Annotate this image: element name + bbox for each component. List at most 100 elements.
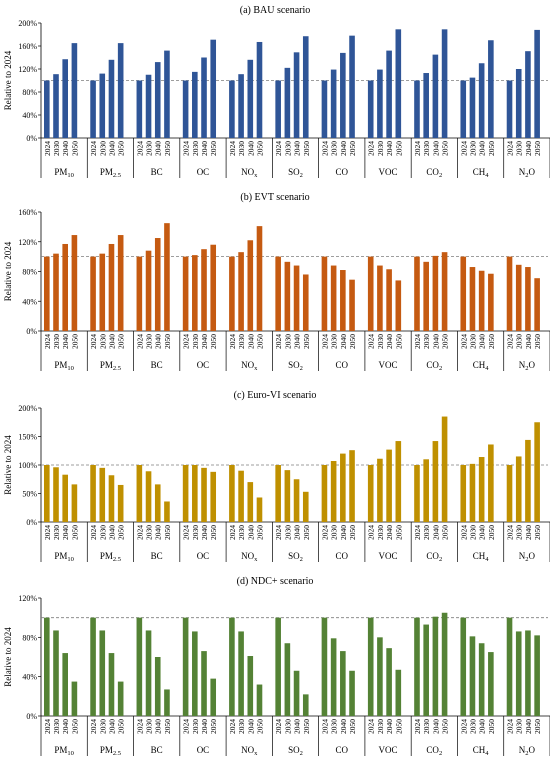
bar bbox=[395, 280, 402, 331]
bar bbox=[478, 270, 485, 331]
pollutant-label: OC bbox=[197, 167, 210, 177]
y-tick-label: 160% bbox=[18, 42, 37, 51]
x-year-label: 2030 bbox=[515, 334, 524, 349]
bar bbox=[284, 643, 291, 716]
x-year-label: 2040 bbox=[385, 525, 394, 540]
x-year-label: 2024 bbox=[506, 525, 515, 540]
x-year-label: 2030 bbox=[376, 334, 385, 349]
pollutant-label: OC bbox=[197, 745, 210, 755]
x-year-label: 2024 bbox=[274, 334, 283, 349]
x-year-label: 2040 bbox=[246, 719, 255, 734]
bar bbox=[293, 265, 300, 331]
x-year-label: 2050 bbox=[163, 719, 172, 734]
bar bbox=[145, 471, 152, 522]
bar bbox=[53, 253, 59, 331]
x-year-label: 2024 bbox=[506, 719, 515, 734]
bar bbox=[525, 267, 531, 331]
bar bbox=[432, 54, 439, 138]
x-year-label: 2040 bbox=[524, 719, 533, 734]
x-year-label: 2030 bbox=[330, 334, 339, 349]
bar bbox=[136, 617, 143, 716]
x-year-label: 2040 bbox=[61, 525, 70, 540]
bar bbox=[99, 630, 106, 716]
x-year-label: 2024 bbox=[320, 719, 329, 734]
pollutant-label: SO2 bbox=[288, 360, 303, 372]
bar bbox=[90, 465, 96, 522]
x-year-label: 2040 bbox=[385, 719, 394, 734]
x-year-label: 2050 bbox=[163, 525, 172, 540]
x-year-label: 2040 bbox=[200, 719, 209, 734]
bar bbox=[330, 638, 337, 716]
x-year-label: 2030 bbox=[376, 719, 385, 734]
x-year-label: 2024 bbox=[89, 525, 98, 540]
bar bbox=[284, 67, 291, 138]
x-year-label: 2030 bbox=[468, 719, 477, 734]
x-year-label: 2024 bbox=[274, 141, 283, 156]
bar bbox=[136, 256, 143, 331]
bar bbox=[154, 238, 161, 331]
bar bbox=[340, 651, 346, 716]
x-year-label: 2024 bbox=[320, 141, 329, 156]
x-year-label: 2050 bbox=[117, 334, 126, 349]
bar bbox=[192, 631, 198, 716]
bar bbox=[515, 456, 522, 522]
bar bbox=[154, 62, 161, 138]
x-year-label: 2040 bbox=[246, 525, 255, 540]
bar bbox=[71, 235, 78, 331]
bar bbox=[117, 235, 124, 331]
x-year-label: 2030 bbox=[468, 334, 477, 349]
bar bbox=[145, 74, 152, 138]
pollutant-label: PM2.5 bbox=[100, 745, 121, 757]
y-tick-label: 120% bbox=[18, 65, 37, 74]
bar bbox=[395, 29, 402, 139]
bar bbox=[386, 449, 392, 522]
bar bbox=[330, 265, 337, 331]
bar bbox=[256, 41, 263, 138]
x-year-label: 2040 bbox=[431, 719, 440, 734]
y-tick-label: 200% bbox=[18, 19, 37, 28]
x-year-label: 2050 bbox=[209, 334, 218, 349]
x-year-label: 2030 bbox=[330, 525, 339, 540]
bar bbox=[478, 63, 485, 138]
x-year-label: 2030 bbox=[98, 141, 107, 156]
x-year-label: 2050 bbox=[487, 525, 496, 540]
bar bbox=[478, 643, 485, 716]
bar bbox=[441, 612, 448, 716]
x-year-label: 2024 bbox=[43, 334, 52, 349]
bar bbox=[99, 253, 106, 331]
x-year-label: 2050 bbox=[533, 525, 542, 540]
bar bbox=[377, 69, 383, 138]
x-year-label: 2040 bbox=[154, 141, 163, 156]
bar bbox=[349, 450, 355, 522]
bar bbox=[367, 80, 374, 138]
x-year-label: 2024 bbox=[228, 525, 237, 540]
bar bbox=[53, 74, 59, 138]
x-year-label: 2030 bbox=[98, 334, 107, 349]
y-tick-label: 0% bbox=[26, 327, 37, 336]
pollutant-label: CH4 bbox=[473, 167, 490, 179]
x-year-label: 2024 bbox=[89, 141, 98, 156]
bar bbox=[164, 689, 170, 716]
chart-title: (c) Euro-VI scenario bbox=[234, 390, 317, 401]
x-year-label: 2024 bbox=[367, 334, 376, 349]
bar bbox=[210, 678, 217, 716]
x-year-label: 2040 bbox=[478, 525, 487, 540]
bar bbox=[108, 243, 115, 331]
bar bbox=[302, 36, 309, 138]
pollutant-label: SO2 bbox=[288, 745, 303, 757]
bar bbox=[330, 461, 337, 522]
x-year-label: 2030 bbox=[376, 525, 385, 540]
x-year-label: 2040 bbox=[200, 334, 209, 349]
x-year-label: 2040 bbox=[478, 141, 487, 156]
x-year-label: 2024 bbox=[43, 141, 52, 156]
bar bbox=[256, 226, 263, 331]
x-year-label: 2030 bbox=[98, 525, 107, 540]
x-year-label: 2030 bbox=[145, 141, 154, 156]
x-year-label: 2050 bbox=[441, 525, 450, 540]
bar bbox=[349, 670, 355, 716]
bar bbox=[302, 694, 309, 716]
x-year-label: 2030 bbox=[145, 525, 154, 540]
bar bbox=[238, 470, 244, 522]
x-year-label: 2030 bbox=[191, 719, 200, 734]
